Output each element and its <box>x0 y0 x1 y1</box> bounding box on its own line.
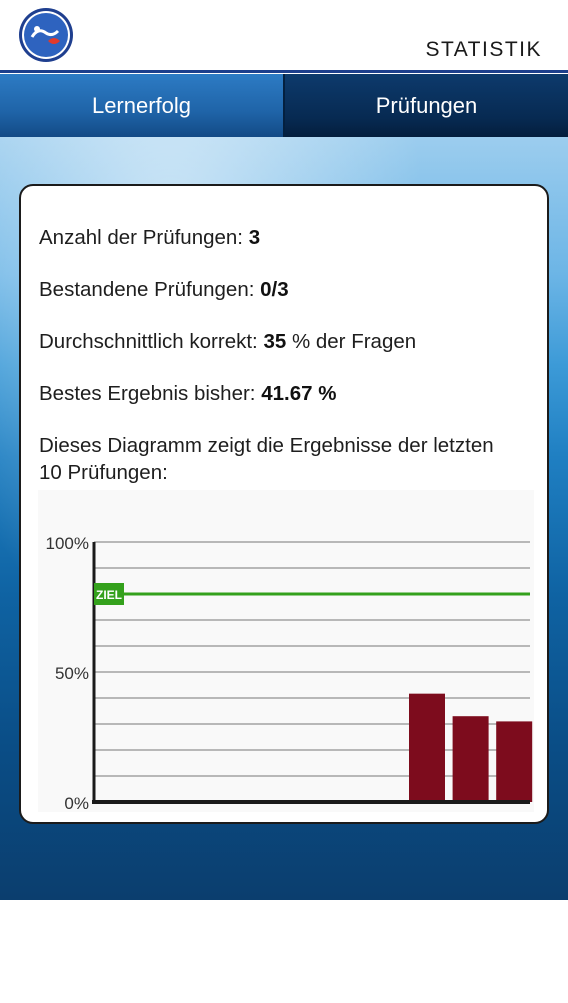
stat-best-result: Bestes Ergebnis bisher: 41.67 % <box>39 382 336 406</box>
results-chart-container: 100% 50% 0% ZIEL <box>38 490 534 813</box>
chart-bar <box>452 716 489 802</box>
statistics-card: Anzahl der Prüfungen: 3 Bestandene Prüfu… <box>19 184 549 824</box>
tab-pruefungen[interactable]: Prüfungen <box>285 74 568 137</box>
app-logo <box>18 7 74 63</box>
stat-label: Anzahl der Prüfungen: <box>39 226 243 249</box>
stat-suffix: % der Fragen <box>291 330 417 353</box>
stat-value: 0/3 <box>260 278 289 301</box>
stat-value: 35 <box>263 330 287 353</box>
results-chart: 100% 50% 0% ZIEL <box>46 534 533 813</box>
stat-value: 41.67 <box>261 382 313 405</box>
y-tick-label: 100% <box>46 534 89 553</box>
stat-label: Bestes Ergebnis bisher: <box>39 382 256 405</box>
stat-value: 3 <box>248 226 261 249</box>
goal-label-badge <box>94 583 124 605</box>
life-ring-decoration <box>340 907 466 1003</box>
stat-exam-count: Anzahl der Prüfungen: 3 <box>39 226 260 250</box>
chart-description: Dieses Diagramm zeigt die Ergebnisse der… <box>39 434 494 484</box>
stat-average-correct: Durchschnittlich korrekt: 35 % der Frage… <box>39 330 416 354</box>
y-tick-label: 0% <box>64 794 89 812</box>
chart-bar <box>496 721 533 802</box>
y-tick-label: 50% <box>55 664 89 683</box>
stat-passed-exams: Bestandene Prüfungen: 0/3 <box>39 278 289 302</box>
stat-label: Durchschnittlich korrekt: <box>39 330 258 353</box>
tab-lernerfolg[interactable]: Lernerfolg <box>0 74 285 137</box>
page-title: STATISTIK <box>425 38 542 61</box>
goal-label: ZIEL <box>96 588 122 602</box>
stat-suffix: % <box>318 382 337 405</box>
tab-bar: Lernerfolg Prüfungen <box>0 74 568 137</box>
app-header: STATISTIK <box>0 0 568 73</box>
stat-label: Bestandene Prüfungen: <box>39 278 255 301</box>
chart-bar <box>409 693 445 802</box>
